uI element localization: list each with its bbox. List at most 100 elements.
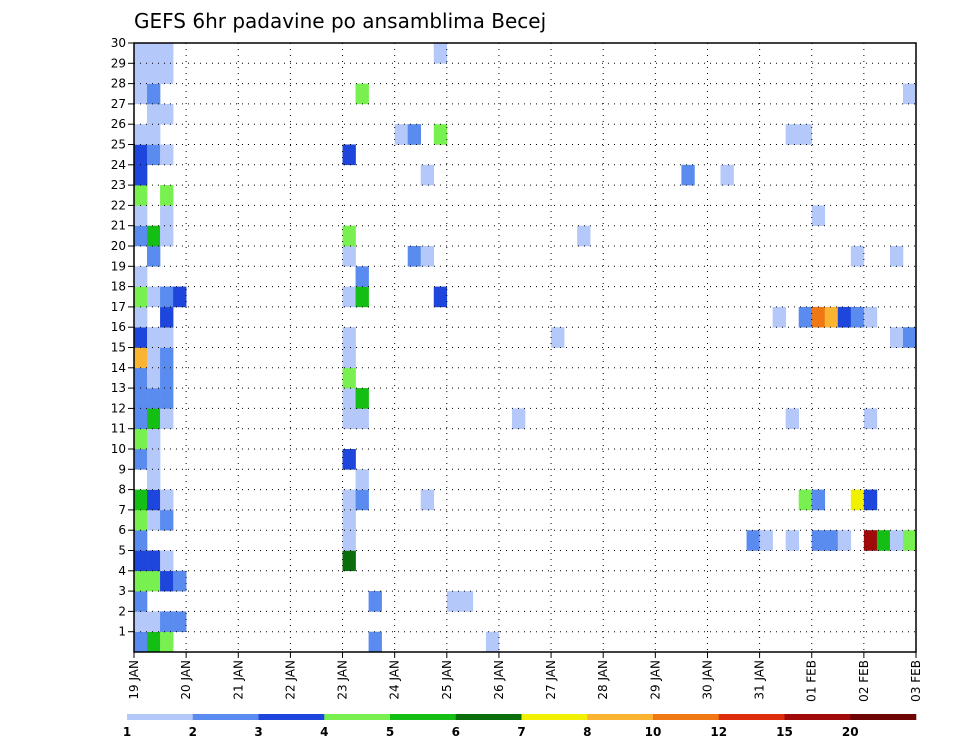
colorbar-label: 7 [517,725,525,739]
heatmap-cell [342,144,356,166]
heatmap-cell [355,408,369,429]
x-tick-label: 31 JAN [753,660,767,700]
heatmap-cell [160,509,174,531]
heatmap-cell [160,388,174,409]
y-tick-label: 25 [111,138,126,152]
heatmap-cell [134,611,148,632]
heatmap-cell [811,489,826,511]
colorbar-swatch [718,714,785,720]
heatmap-cell [134,550,148,572]
heatmap-cell [342,489,356,511]
colorbar-swatch [390,714,457,720]
x-tick-label: 24 JAN [388,660,402,700]
heatmap-cell [134,631,148,653]
heatmap-cell [863,408,878,429]
heatmap-cell [134,306,148,328]
y-tick-label: 12 [111,401,126,415]
heatmap-cell [342,225,356,247]
x-tick-label: 02 FEB [857,660,871,702]
heatmap-cell [355,388,369,409]
heatmap-cell [785,530,799,551]
x-tick-label: 27 JAN [544,660,558,700]
heatmap-cell [134,124,148,145]
heatmap-cell [147,489,161,511]
heatmap-cell [147,550,161,572]
heatmap-cell [863,306,878,328]
heatmap-cell [433,286,448,308]
heatmap-cell [160,103,174,125]
heatmap-cell [850,489,865,511]
heatmap-cell [134,83,148,105]
colorbar-swatch [850,714,917,720]
heatmap-cell [407,246,422,267]
x-tick-label: 29 JAN [648,660,662,700]
x-tick-label: 21 JAN [231,660,245,700]
heatmap-cell [147,509,161,531]
heatmap-cell [837,306,852,328]
heatmap-cell [342,530,356,551]
heatmap-cell [147,63,161,84]
heatmap-cell [355,266,369,287]
y-tick-label: 13 [111,381,126,395]
heatmap-cell [342,449,356,470]
colorbar-swatch [324,714,391,720]
colorbar-label: 20 [842,725,859,739]
heatmap-cell [160,225,174,247]
x-tick-label: 20 JAN [179,660,193,700]
heatmap-cell [134,489,148,511]
x-tick-label: 28 JAN [596,660,610,700]
colorbar-label: 2 [189,725,197,739]
heatmap-cell [160,63,174,84]
heatmap-cell [147,611,161,632]
heatmap-cell [433,43,448,64]
heatmap-cell [342,509,356,531]
heatmap-cell [147,144,161,166]
heatmap-cell [160,205,174,226]
heatmap-cell [160,570,174,592]
heatmap-cell [160,489,174,511]
x-tick-label: 30 JAN [700,660,714,700]
heatmap-cell [160,327,174,348]
heatmap-cell [798,306,813,328]
heatmap-cell [147,347,161,369]
heatmap-cell [902,530,917,551]
colorbar-swatch [127,714,194,720]
colorbar-swatch [455,714,522,720]
heatmap-cell [134,144,148,166]
colorbar-label: 10 [645,725,662,739]
colorbar-swatch [192,714,259,720]
heatmap-cell [173,611,187,632]
y-tick-label: 23 [111,178,126,192]
gridlines [134,43,916,652]
heatmap-cell [863,530,878,551]
heatmap-cell [134,185,148,206]
colorbar-label: 1 [123,725,131,739]
heatmap-cell [459,591,474,612]
heatmap-cell [134,388,148,409]
heatmap-cell [134,449,148,470]
x-tick-label: 03 FEB [909,660,923,702]
heatmap-cell [147,367,161,389]
heatmap-cell [342,286,356,308]
y-tick-label: 6 [118,523,126,537]
heatmap-cell [160,408,174,429]
heatmap-cell [720,164,734,186]
heatmap-cell [147,570,161,592]
heatmap-cell [147,286,161,308]
heatmap-cell [433,124,448,145]
heatmap-cell [134,591,148,612]
heatmap-cell [160,611,174,632]
heatmap-cell [876,530,891,551]
heatmap-cell [134,43,148,64]
heatmap-cell [160,306,174,328]
colorbar-label: 5 [386,725,394,739]
plot-frame [133,42,917,653]
heatmap-cell [577,225,591,247]
heatmap-cell [134,205,148,226]
y-tick-label: 29 [111,56,126,70]
heatmap-cell [147,469,161,490]
y-tick-label: 3 [118,584,126,598]
heatmap-cell [160,286,174,308]
heatmap-cell [355,83,369,105]
heatmap-cell [342,388,356,409]
